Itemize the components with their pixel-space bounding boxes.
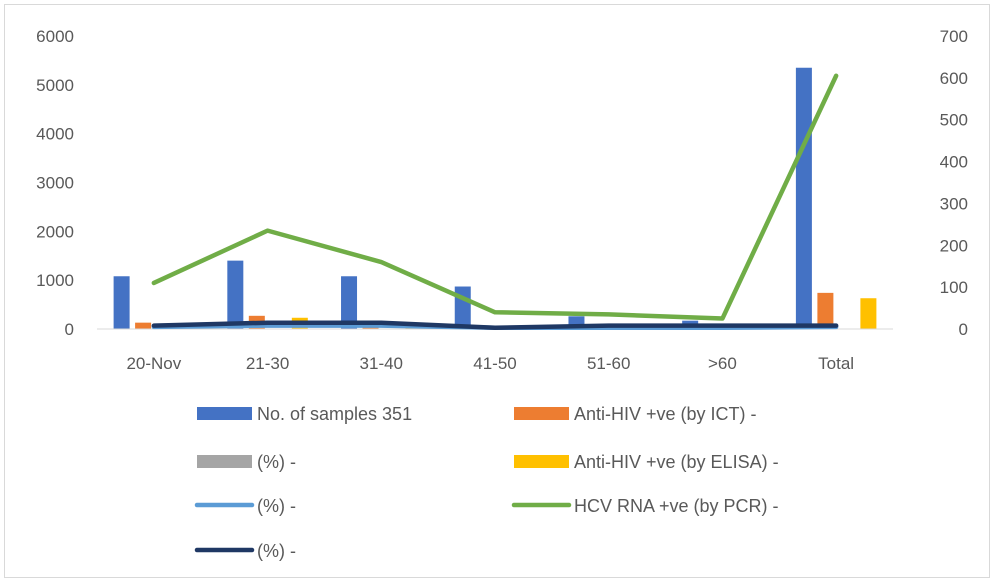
category-label: 21-30 <box>246 354 289 373</box>
category-label: 31-40 <box>360 354 403 373</box>
bar-no-of-samples-351-0-2130 <box>227 260 244 329</box>
right-tick-label: 500 <box>940 111 968 130</box>
left-tick-label: 0 <box>65 320 74 339</box>
category-label: 41-50 <box>473 354 516 373</box>
left-tick-label: 6000 <box>36 27 74 46</box>
legend-label-pct-6: (%) - <box>257 541 296 561</box>
legend-label-anti-hiv-ve-by-ict-1: Anti-HIV +ve (by ICT) - <box>574 404 757 424</box>
category-label: 20-Nov <box>126 354 181 373</box>
bar-anti-hiv-ve-by-elisa-3-Total <box>860 298 877 329</box>
line-pct-6 <box>151 320 839 330</box>
bar-anti-hiv-ve-by-ict-1-Total <box>817 292 834 329</box>
left-tick-label: 5000 <box>36 76 74 95</box>
legend-label-anti-hiv-ve-by-elisa-3: Anti-HIV +ve (by ELISA) - <box>574 452 779 472</box>
line-series <box>151 73 839 330</box>
category-label: 51-60 <box>587 354 630 373</box>
left-tick-label: 2000 <box>36 222 74 241</box>
right-tick-label: 100 <box>940 278 968 297</box>
bar-series <box>113 67 877 329</box>
legend-swatch-anti-hiv-ve-by-elisa-3 <box>514 455 569 468</box>
category-label: Total <box>818 354 854 373</box>
category-label: >60 <box>708 354 737 373</box>
right-axis-ticks: 0 100 200 300 400 500 600 700 <box>940 27 968 339</box>
legend-label-pct-2: (%) - <box>257 452 296 472</box>
left-tick-label: 4000 <box>36 125 74 144</box>
legend-label-pct-4: (%) - <box>257 496 296 516</box>
bar-no-of-samples-351-0-3140 <box>341 276 358 329</box>
bar-no-of-samples-351-0-4150 <box>454 286 471 329</box>
legend-swatch-anti-hiv-ve-by-ict-1 <box>514 407 569 420</box>
category-labels: 20-Nov 21-30 31-40 41-50 51-60 >60 Total <box>126 354 854 373</box>
right-tick-label: 600 <box>940 69 968 88</box>
right-tick-label: 300 <box>940 194 968 213</box>
bar-no-of-samples-351-0-20Nov <box>113 276 130 329</box>
right-tick-label: 200 <box>940 236 968 255</box>
legend-swatch-pct-2 <box>197 455 252 468</box>
bar-anti-hiv-ve-by-ict-1-20Nov <box>135 322 152 329</box>
right-tick-label: 400 <box>940 153 968 172</box>
left-axis-ticks: 0 1000 2000 3000 4000 5000 6000 <box>36 27 74 339</box>
right-tick-label: 700 <box>940 27 968 46</box>
chart-frame <box>4 4 990 578</box>
left-tick-label: 3000 <box>36 174 74 193</box>
right-tick-label: 0 <box>959 320 968 339</box>
legend-label-hcv-rna-ve-by-pcr-5: HCV RNA +ve (by PCR) - <box>574 496 779 516</box>
legend-swatch-no-of-samples-351-0 <box>197 407 252 420</box>
left-tick-label: 1000 <box>36 271 74 290</box>
legend-label-no-of-samples-351-0: No. of samples 351 <box>257 404 412 424</box>
legend: No. of samples 351 Anti-HIV +ve (by ICT) … <box>194 404 779 561</box>
bar-no-of-samples-351-0-Total <box>795 67 812 329</box>
line-hcv-rna-ve-by-pcr-5 <box>151 73 839 321</box>
